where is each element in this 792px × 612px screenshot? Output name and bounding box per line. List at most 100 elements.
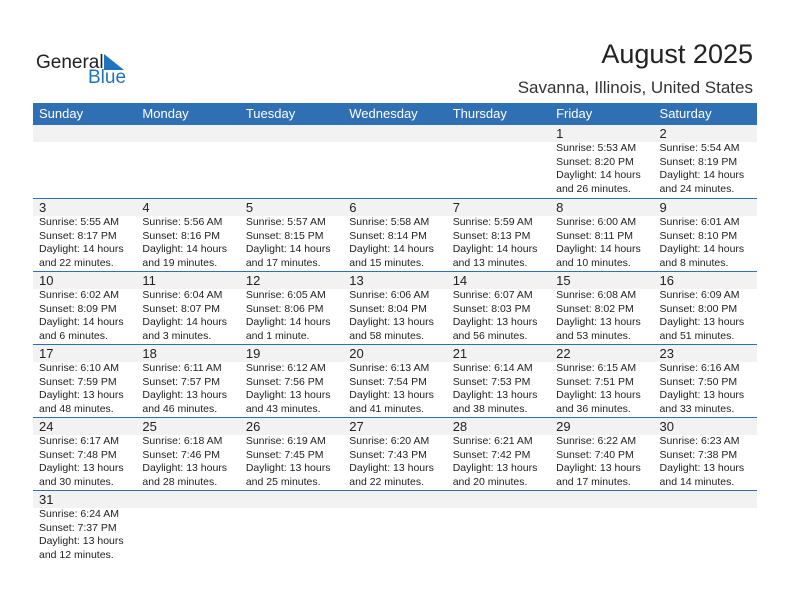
- day-cell: 22 Sunrise: 6:15 AM Sunset: 7:51 PM Dayligh…: [550, 345, 653, 417]
- day-cell: 20 Sunrise: 6:13 AM Sunset: 7:54 PM Dayligh…: [343, 345, 446, 417]
- daylight-minutes-text: and 28 minutes.: [142, 475, 218, 488]
- daylight-text: Daylight: 13 hours: [39, 389, 124, 401]
- day-cell: 30 Sunrise: 6:23 AM Sunset: 7:38 PM Dayligh…: [654, 418, 757, 490]
- sunrise-text: Sunrise: 5:56 AM: [142, 216, 223, 228]
- day-cell: 25 Sunrise: 6:18 AM Sunset: 7:46 PM Dayligh…: [136, 418, 239, 490]
- daylight-text: Daylight: 13 hours: [349, 389, 434, 401]
- day-cell: [343, 491, 446, 563]
- week-row: 3 Sunrise: 5:55 AM Sunset: 8:17 PM Daylight…: [33, 198, 757, 271]
- day-number: 24: [39, 419, 54, 434]
- sunrise-text: Sunrise: 5:59 AM: [452, 216, 533, 228]
- daylight-text: Daylight: 14 hours: [39, 243, 124, 255]
- daylight-minutes-text: and 43 minutes.: [245, 402, 321, 415]
- sunset-text: Sunset: 7:56 PM: [245, 375, 324, 388]
- day-cell: 2 Sunrise: 5:54 AM Sunset: 8:19 PM Daylight…: [654, 125, 757, 198]
- sunrise-text: Sunrise: 6:08 AM: [556, 289, 637, 301]
- day-number: 13: [349, 273, 364, 288]
- daylight-minutes-text: and 24 minutes.: [659, 182, 735, 195]
- day-cell: 31 Sunrise: 6:24 AM Sunset: 7:37 PM Dayligh…: [33, 491, 136, 563]
- sunrise-text: Sunrise: 6:11 AM: [142, 362, 222, 374]
- daylight-minutes-text: and 19 minutes.: [142, 256, 218, 269]
- daylight-text: Daylight: 13 hours: [452, 389, 538, 401]
- day-number: 5: [245, 200, 254, 215]
- sunrise-text: Sunrise: 6:23 AM: [659, 435, 740, 447]
- daylight-text: Daylight: 14 hours: [245, 243, 331, 255]
- day-cell: 28 Sunrise: 6:21 AM Sunset: 7:42 PM Dayligh…: [447, 418, 550, 490]
- sunset-text: Sunset: 7:43 PM: [349, 448, 427, 461]
- daylight-text: Daylight: 14 hours: [556, 169, 641, 181]
- day-cell: 7 Sunrise: 5:59 AM Sunset: 8:13 PM Daylight…: [447, 199, 550, 271]
- day-number: 26: [245, 419, 261, 434]
- daylight-text: Daylight: 13 hours: [556, 316, 641, 328]
- logo-triangle-icon: [104, 54, 124, 70]
- sunrise-text: Sunrise: 6:05 AM: [245, 289, 326, 301]
- daylight-text: Daylight: 13 hours: [659, 316, 745, 328]
- day-number: 12: [245, 273, 261, 288]
- sunrise-text: Sunrise: 5:54 AM: [659, 142, 740, 154]
- day-cell: 26 Sunrise: 6:19 AM Sunset: 7:45 PM Dayligh…: [240, 418, 343, 490]
- daylight-text: Daylight: 13 hours: [556, 462, 641, 474]
- sunset-text: Sunset: 8:03 PM: [452, 302, 531, 315]
- day-cell: 12 Sunrise: 6:05 AM Sunset: 8:06 PM Dayligh…: [240, 272, 343, 344]
- sunset-text: Sunset: 7:48 PM: [39, 448, 117, 461]
- day-cell: 15 Sunrise: 6:08 AM Sunset: 8:02 PM Dayligh…: [550, 272, 653, 344]
- day-number: 22: [556, 346, 571, 361]
- daylight-minutes-text: and 53 minutes.: [556, 329, 631, 342]
- day-cell: [240, 125, 343, 198]
- daylight-text: Daylight: 14 hours: [349, 243, 434, 255]
- sunrise-text: Sunrise: 5:58 AM: [349, 216, 430, 228]
- sunset-text: Sunset: 8:16 PM: [142, 229, 221, 242]
- daylight-minutes-text: and 1 minute.: [245, 329, 310, 342]
- sunrise-text: Sunrise: 6:17 AM: [39, 435, 119, 447]
- day-cell: 9 Sunrise: 6:01 AM Sunset: 8:10 PM Daylight…: [654, 199, 757, 271]
- sunset-text: Sunset: 8:17 PM: [39, 229, 117, 242]
- sunrise-text: Sunrise: 6:10 AM: [39, 362, 119, 374]
- daylight-text: Daylight: 13 hours: [556, 389, 641, 401]
- day-cell: [136, 491, 239, 563]
- day-number: 31: [39, 492, 54, 507]
- daylight-minutes-text: and 22 minutes.: [349, 475, 424, 488]
- daylight-text: Daylight: 14 hours: [556, 243, 641, 255]
- day-number: 19: [245, 346, 261, 361]
- day-number: 3: [39, 200, 47, 215]
- day-number: 4: [142, 200, 150, 215]
- day-cell: 16 Sunrise: 6:09 AM Sunset: 8:00 PM Dayligh…: [654, 272, 757, 344]
- day-number: 27: [349, 419, 364, 434]
- weekday-sunday: Sunday: [39, 106, 84, 121]
- daylight-minutes-text: and 56 minutes.: [452, 329, 528, 342]
- sunrise-text: Sunrise: 6:12 AM: [245, 362, 326, 374]
- daylight-minutes-text: and 15 minutes.: [349, 256, 424, 269]
- sunset-text: Sunset: 7:45 PM: [245, 448, 324, 461]
- sunset-text: Sunset: 8:13 PM: [452, 229, 531, 242]
- sunrise-text: Sunrise: 6:00 AM: [556, 216, 637, 228]
- calendar-grid: 1 Sunrise: 5:53 AM Sunset: 8:20 PM Daylight…: [33, 125, 757, 563]
- daylight-text: Daylight: 13 hours: [245, 389, 331, 401]
- day-cell: 19 Sunrise: 6:12 AM Sunset: 7:56 PM Dayligh…: [240, 345, 343, 417]
- daylight-minutes-text: and 3 minutes.: [142, 329, 212, 342]
- daylight-text: Daylight: 14 hours: [452, 243, 538, 255]
- sunset-text: Sunset: 8:10 PM: [659, 229, 738, 242]
- day-cell: [136, 125, 239, 198]
- daylight-text: Daylight: 13 hours: [39, 535, 124, 547]
- day-cell: 5 Sunrise: 5:57 AM Sunset: 8:15 PM Daylight…: [240, 199, 343, 271]
- day-cell: 8 Sunrise: 6:00 AM Sunset: 8:11 PM Daylight…: [550, 199, 653, 271]
- daylight-minutes-text: and 38 minutes.: [452, 402, 528, 415]
- day-number: 7: [452, 200, 460, 215]
- sunset-text: Sunset: 7:38 PM: [659, 448, 738, 461]
- day-cell: 17 Sunrise: 6:10 AM Sunset: 7:59 PM Dayligh…: [33, 345, 136, 417]
- sunset-text: Sunset: 8:06 PM: [245, 302, 324, 315]
- daylight-minutes-text: and 51 minutes.: [659, 329, 735, 342]
- day-number: 17: [39, 346, 54, 361]
- day-number: 29: [556, 419, 571, 434]
- daylight-minutes-text: and 17 minutes.: [556, 475, 631, 488]
- sunset-text: Sunset: 7:46 PM: [142, 448, 221, 461]
- week-row: 10 Sunrise: 6:02 AM Sunset: 8:09 PM Dayligh…: [33, 271, 757, 344]
- sunset-text: Sunset: 7:59 PM: [39, 375, 117, 388]
- sunset-text: Sunset: 8:19 PM: [659, 155, 738, 168]
- daylight-text: Daylight: 14 hours: [142, 316, 228, 328]
- daylight-text: Daylight: 13 hours: [39, 462, 124, 474]
- weekday-saturday: Saturday: [659, 106, 712, 121]
- daylight-minutes-text: and 41 minutes.: [349, 402, 424, 415]
- daylight-minutes-text: and 33 minutes.: [659, 402, 735, 415]
- sunrise-text: Sunrise: 6:20 AM: [349, 435, 430, 447]
